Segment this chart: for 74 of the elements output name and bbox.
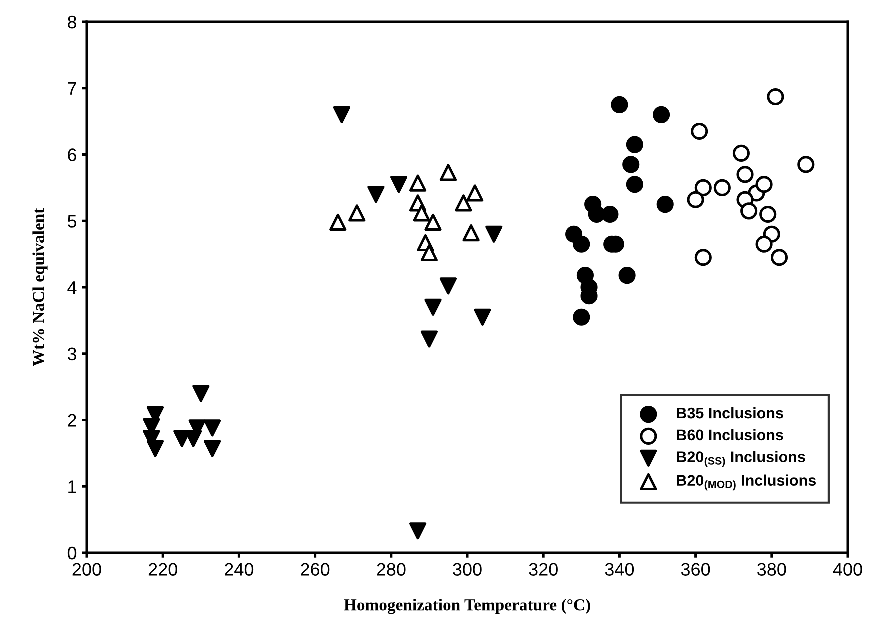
legend-label: B20$_{(SS)}$ Inclusions (677, 451, 806, 468)
point (588, 206, 606, 224)
point (420, 330, 438, 348)
x-tick-label: 220 (148, 563, 178, 576)
point (653, 106, 670, 124)
legend-label: B35 Inclusions (677, 407, 784, 419)
point (486, 226, 503, 243)
point (146, 440, 164, 458)
legend-label: B20$_{(MOD)}$ Inclusions (677, 474, 816, 491)
point (573, 308, 590, 326)
y-axis-title: Wt% NaCl equivalent (32, 208, 48, 366)
point (656, 196, 674, 214)
x-tick-label: 380 (758, 563, 786, 576)
x-tick-label: 200 (72, 563, 102, 576)
point (691, 122, 708, 140)
y-tick-label: 3 (68, 348, 76, 361)
point (390, 176, 408, 194)
point (466, 184, 484, 202)
point (410, 174, 427, 192)
x-tick-label: 300 (453, 563, 482, 576)
point (440, 278, 458, 295)
x-tick-label: 340 (605, 563, 634, 576)
point (455, 194, 472, 212)
point (694, 179, 712, 196)
y-tick-label: 8 (68, 16, 76, 29)
point (760, 206, 777, 224)
point (440, 164, 458, 182)
point (410, 522, 427, 540)
point (474, 308, 492, 326)
point (687, 191, 704, 208)
y-tick-label: 7 (68, 82, 76, 95)
point (368, 186, 385, 204)
point (618, 267, 636, 284)
x-tick-label: 280 (377, 563, 406, 576)
y-tick-label: 4 (68, 282, 77, 294)
point (424, 214, 442, 231)
x-tick-label: 260 (301, 563, 330, 576)
point (626, 176, 644, 194)
point (192, 385, 210, 402)
point (420, 244, 438, 262)
point (756, 236, 773, 253)
x-tick-label: 360 (681, 563, 710, 576)
x-tick-label: 240 (225, 563, 254, 576)
point (740, 202, 758, 220)
point (462, 224, 480, 242)
point (767, 88, 784, 106)
point (626, 136, 644, 154)
y-tick-label: 2 (68, 414, 76, 427)
point (732, 144, 750, 162)
y-tick-label: 6 (68, 148, 76, 162)
x-tick-label: 320 (529, 563, 558, 576)
y-tick-label: 5 (68, 215, 77, 228)
point (333, 106, 350, 124)
point (413, 204, 430, 222)
y-tick-label: 1 (68, 480, 76, 494)
point (798, 156, 815, 174)
point (348, 204, 366, 222)
y-tick-label: 0 (68, 546, 77, 560)
point (694, 249, 712, 266)
point (714, 179, 731, 196)
point (204, 420, 222, 437)
point (736, 166, 754, 184)
legend-label: B60 Inclusions (677, 429, 784, 441)
point (622, 156, 640, 174)
point (770, 249, 788, 266)
point (330, 214, 347, 231)
x-tick-label: 400 (833, 563, 862, 576)
point (602, 206, 619, 224)
point (204, 440, 222, 458)
point (756, 176, 773, 194)
point (611, 96, 628, 114)
point (573, 236, 590, 253)
x-axis-title: Homogenization Temperature (°C) (344, 599, 590, 614)
point (424, 298, 442, 316)
